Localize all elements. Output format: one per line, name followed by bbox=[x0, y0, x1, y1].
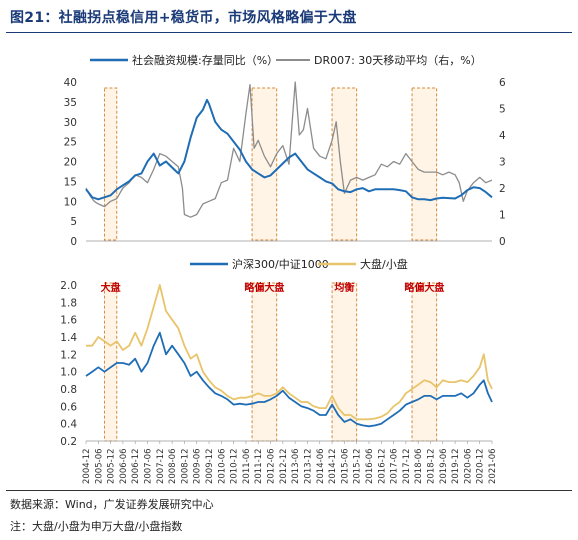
y-left-tick-label: 20 bbox=[64, 157, 77, 169]
x-tick-label: 2017-06 bbox=[390, 448, 400, 484]
x-tick-label: 2021-06 bbox=[488, 448, 498, 484]
x-tick-label: 2012-06 bbox=[267, 448, 277, 484]
highlight-band-bottom bbox=[251, 282, 278, 442]
x-tick-label: 2006-12 bbox=[131, 448, 141, 484]
series-line-tsf bbox=[85, 98, 493, 202]
y-tick-label: 1.4 bbox=[60, 332, 77, 344]
band-label: 略偏大盘 bbox=[404, 281, 444, 294]
x-tick-label: 2008-12 bbox=[180, 448, 190, 484]
highlight-band-top bbox=[251, 87, 278, 241]
y-left-tick-label: 30 bbox=[64, 117, 77, 129]
x-tick-label: 2017-12 bbox=[402, 448, 412, 484]
highlight-band-bottom bbox=[411, 282, 438, 442]
x-axis: 2004-12 2005-06 2005-12 2006-06 2006-12 2007-… bbox=[82, 441, 498, 484]
band-label: 均衡 bbox=[334, 281, 354, 294]
title-divider bbox=[6, 32, 572, 33]
y-tick-label: 1.6 bbox=[60, 315, 77, 327]
x-tick-label: 2018-06 bbox=[414, 448, 424, 484]
y-tick-label: 1.2 bbox=[60, 349, 77, 361]
legend-label-dr007: DR007: 30天移动平均（右，%） bbox=[314, 53, 482, 67]
legend-label-bigsmall: 大盘/小盘 bbox=[360, 257, 408, 271]
legend-label-tsf: 社会融资规模:存量同比（%） bbox=[132, 53, 278, 67]
footer-divider bbox=[6, 490, 572, 491]
y-left-tick-label: 25 bbox=[64, 137, 77, 149]
y-left-tick-label: 35 bbox=[64, 97, 77, 109]
x-tick-label: 2007-12 bbox=[156, 448, 166, 484]
x-tick-label: 2009-12 bbox=[205, 448, 215, 484]
y-right-tick-label: 4 bbox=[499, 130, 506, 142]
y-tick-label: 0.6 bbox=[60, 401, 77, 413]
y-left-tick-label: 0 bbox=[70, 236, 77, 248]
x-tick-label: 2010-12 bbox=[230, 448, 240, 484]
y-left-tick-label: 15 bbox=[64, 176, 77, 188]
legend-label-hs300: 沪深300/中证1000 bbox=[232, 257, 329, 271]
y-right-tick-label: 0 bbox=[499, 236, 506, 248]
top-panel: 0 5 10 15 20 25 30 35 40 0 1 2 3 4 5 6 社会融资规模:存量同比（%） DR0… bbox=[64, 53, 506, 248]
x-tick-label: 2020-06 bbox=[463, 448, 473, 484]
source-note: 数据来源：Wind，广发证券发展研究中心 bbox=[10, 498, 214, 511]
x-tick-label: 2011-06 bbox=[242, 448, 252, 484]
x-tick-label: 2010-06 bbox=[217, 448, 227, 484]
figure-title: 图21：社融拐点稳信用+稳货币，市场风格略偏于大盘 bbox=[10, 10, 357, 26]
y-right-tick-label: 1 bbox=[499, 210, 506, 222]
highlight-band-top bbox=[103, 87, 118, 241]
y-tick-label: 2.0 bbox=[60, 280, 77, 292]
band-label: 大盘 bbox=[101, 281, 121, 294]
y-tick-label: 0.2 bbox=[60, 436, 77, 448]
x-tick-label: 2013-12 bbox=[303, 448, 313, 484]
y-left-tick-label: 5 bbox=[70, 216, 77, 228]
x-tick-label: 2018-12 bbox=[426, 448, 436, 484]
series-line-bigsmall bbox=[86, 284, 493, 421]
series-line-dr007 bbox=[85, 81, 493, 218]
y-tick-label: 1.8 bbox=[60, 297, 77, 309]
x-tick-label: 2011-12 bbox=[254, 448, 264, 484]
chart-canvas: 大盘 略偏大盘 均衡 略偏大盘 0 5 10 15 20 25 30 35 40 0 1 2 3 4 5 6 社会融资… bbox=[60, 53, 506, 484]
y-right-tick-label: 3 bbox=[499, 157, 506, 169]
bottom-panel: 0.2 0.4 0.6 0.8 1.0 1.2 1.4 1.6 1.8 2.0 沪深300/中证10… bbox=[60, 257, 493, 448]
series-line-hs300 bbox=[85, 331, 493, 428]
highlight-band-top bbox=[411, 87, 438, 241]
x-tick-label: 2020-12 bbox=[476, 448, 486, 484]
y-right-tick-label: 5 bbox=[499, 104, 506, 116]
y-right-tick-label: 2 bbox=[499, 183, 506, 195]
x-tick-label: 2009-06 bbox=[193, 448, 203, 484]
x-tick-label: 2012-12 bbox=[279, 448, 289, 484]
x-tick-label: 2013-06 bbox=[291, 448, 301, 484]
y-left-tick-label: 10 bbox=[64, 196, 77, 208]
x-tick-label: 2005-06 bbox=[94, 448, 104, 484]
highlight-band-top bbox=[331, 87, 358, 241]
x-tick-label: 2006-06 bbox=[119, 448, 129, 484]
x-tick-label: 2014-06 bbox=[316, 448, 326, 484]
x-tick-label: 2014-12 bbox=[328, 448, 338, 484]
x-tick-label: 2008-06 bbox=[168, 448, 178, 484]
y-left-tick-label: 40 bbox=[64, 77, 77, 89]
y-tick-label: 0.4 bbox=[60, 419, 77, 431]
x-tick-label: 2019-12 bbox=[451, 448, 461, 484]
footnote: 注：大盘/小盘为申万大盘/小盘指数 bbox=[10, 520, 183, 533]
x-tick-label: 2015-12 bbox=[353, 448, 363, 484]
y-right-tick-label: 6 bbox=[499, 77, 506, 89]
y-tick-label: 0.8 bbox=[60, 384, 77, 396]
x-tick-label: 2007-06 bbox=[144, 448, 154, 484]
x-tick-label: 2016-06 bbox=[365, 448, 375, 484]
x-tick-label: 2005-12 bbox=[107, 448, 117, 484]
x-tick-label: 2015-06 bbox=[340, 448, 350, 484]
y-tick-label: 1.0 bbox=[60, 367, 77, 379]
x-tick-label: 2004-12 bbox=[82, 448, 92, 484]
band-label: 略偏大盘 bbox=[244, 281, 284, 294]
highlight-band-bottom bbox=[103, 282, 118, 442]
x-tick-label: 2019-06 bbox=[439, 448, 449, 484]
x-tick-label: 2016-12 bbox=[377, 448, 387, 484]
